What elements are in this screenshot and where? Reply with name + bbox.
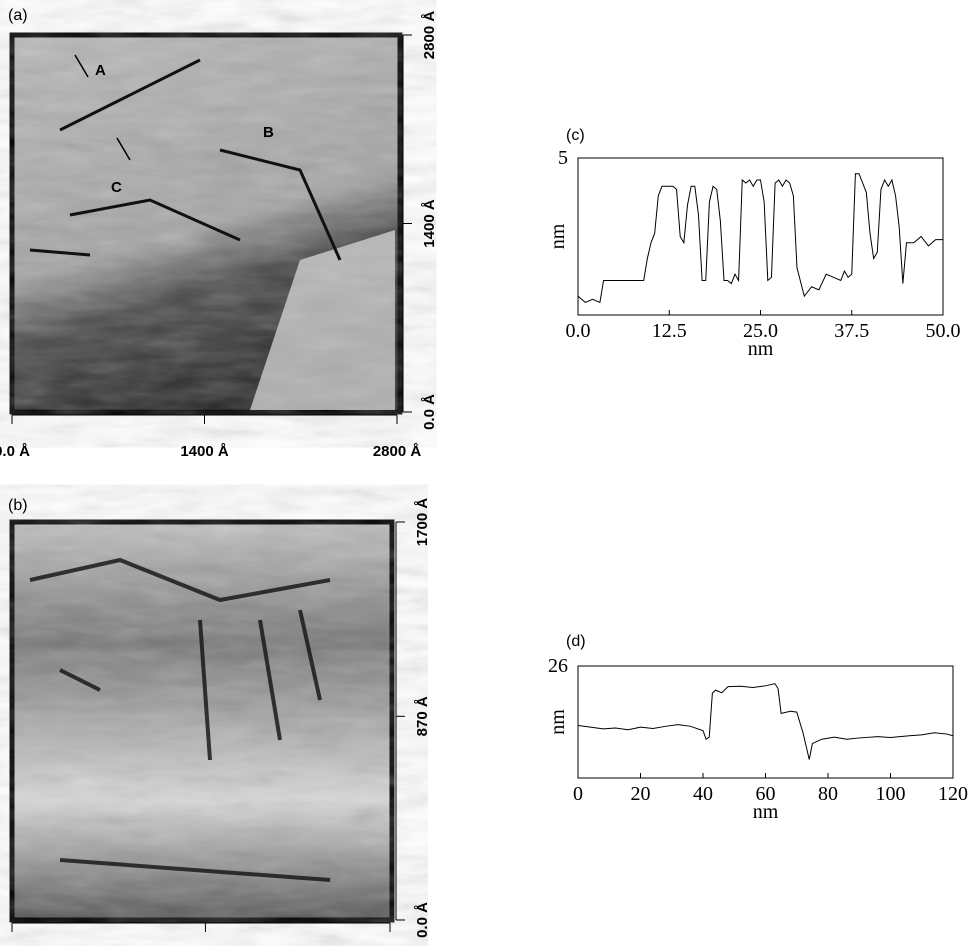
image-feature <box>29 557 331 882</box>
y-tick-label: 2800 Å <box>421 11 438 60</box>
y-axis-label: nm <box>547 223 569 249</box>
x-tick-label: 37.5 <box>834 320 869 342</box>
annotation: A <box>95 62 106 79</box>
x-tick-label: 0.0 <box>566 320 591 342</box>
x-tick-label: 80 <box>818 783 838 805</box>
x-tick-label: 60 <box>756 783 776 805</box>
profile-line <box>577 683 954 760</box>
annotation: C <box>111 179 122 196</box>
y-tick-label: 1400 Å <box>421 199 438 248</box>
panel-label: (c) <box>566 127 585 144</box>
y-axis-label: nm <box>547 709 569 735</box>
y-tick-label: 1700 Å <box>414 498 431 547</box>
panel-label: (b) <box>8 497 28 514</box>
x-axis-label: nm <box>748 338 774 360</box>
image-feature <box>250 230 395 410</box>
panel-label: (d) <box>566 633 586 650</box>
x-tick-label: 120 <box>938 783 968 805</box>
panel-label: (a) <box>8 7 28 24</box>
x-tick-label: 50.0 <box>926 320 961 342</box>
x-axis-label: nm <box>753 801 779 823</box>
x-tick-label: 100 <box>876 783 906 805</box>
y-tick-label: 870 Å <box>414 696 431 736</box>
x-tick-label: 0.0 Å <box>0 443 30 460</box>
plot-frame <box>577 665 954 779</box>
y-tick-label: 0.0 Å <box>414 902 431 938</box>
image-texture <box>14 524 390 918</box>
annotation: B <box>263 124 274 141</box>
y-tick-label: 26 <box>548 655 568 677</box>
x-tick-label: 25.0 <box>743 320 778 342</box>
profile-line <box>577 173 943 304</box>
arrow <box>116 137 131 161</box>
y-tick-label: 5 <box>558 147 568 169</box>
x-tick-label: 2800 Å <box>373 443 422 460</box>
image-feature <box>29 58 342 261</box>
x-tick-label: 1400 Å <box>180 443 229 460</box>
y-tick-label: 0.0 Å <box>421 394 438 430</box>
x-tick-label: 0 <box>573 783 583 805</box>
x-tick-label: 40 <box>693 783 713 805</box>
x-tick-label: 20 <box>631 783 651 805</box>
x-tick-label: 12.5 <box>652 320 687 342</box>
arrow <box>74 54 89 78</box>
